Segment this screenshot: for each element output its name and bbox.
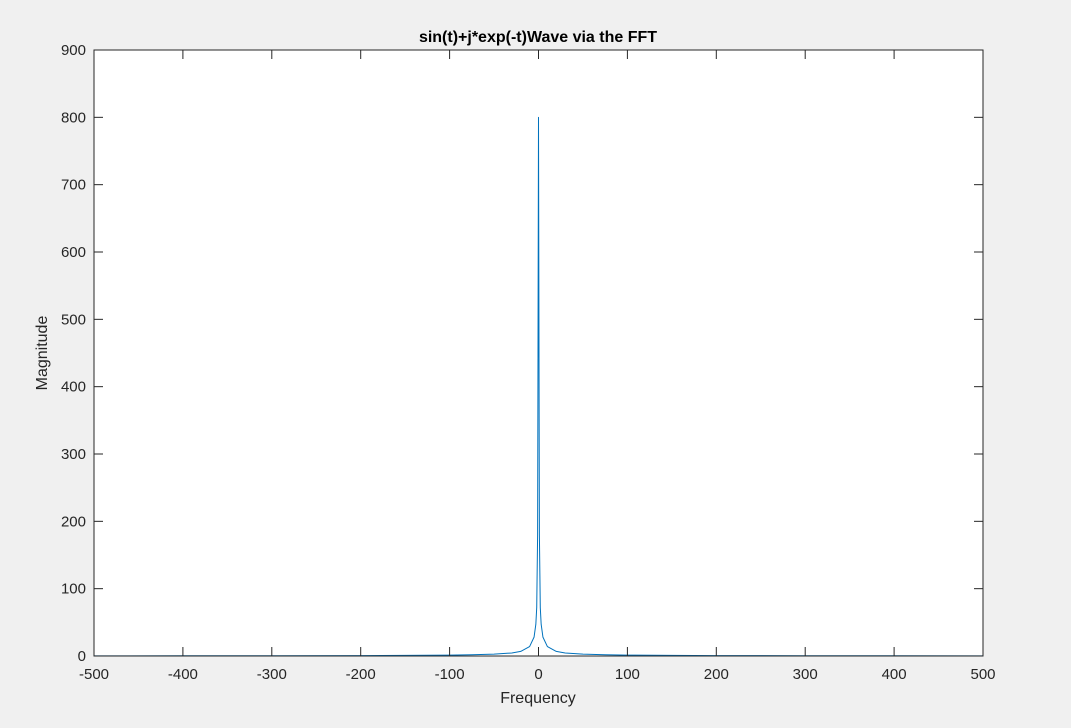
- x-tick-label: 400: [882, 666, 907, 683]
- y-tick-label: 400: [61, 379, 86, 396]
- x-tick-label: 300: [793, 666, 818, 683]
- y-tick-label: 0: [78, 648, 86, 665]
- axes-box: [93, 49, 984, 657]
- x-tick-label: -300: [257, 666, 287, 683]
- x-tick-label: 0: [534, 666, 542, 683]
- y-tick-label: 600: [61, 244, 86, 261]
- x-tick-label: 200: [704, 666, 729, 683]
- y-tick-label: 700: [61, 177, 86, 194]
- chart-title: sin(t)+j*exp(-t)Wave via the FFT: [419, 29, 657, 46]
- x-axis-label: Frequency: [500, 690, 576, 707]
- x-tick-label: 100: [615, 666, 640, 683]
- y-tick-label: 800: [61, 109, 86, 126]
- x-tick-label: -100: [435, 666, 465, 683]
- y-tick-label: 200: [61, 513, 86, 530]
- x-tick-label: -500: [79, 666, 109, 683]
- y-tick-label: 500: [61, 311, 86, 328]
- x-tick-label: -200: [346, 666, 376, 683]
- y-tick-label: 300: [61, 446, 86, 463]
- tick-layer: -500 -400 -300 -200 -100 0 100 200 300 400 500 0 100…: [61, 42, 996, 683]
- x-tick-label: 500: [970, 666, 995, 683]
- x-tick-label: -400: [168, 666, 198, 683]
- y-tick-label: 100: [61, 581, 86, 598]
- y-axis-label: Magnitude: [34, 316, 51, 391]
- y-tick-label: 900: [61, 42, 86, 59]
